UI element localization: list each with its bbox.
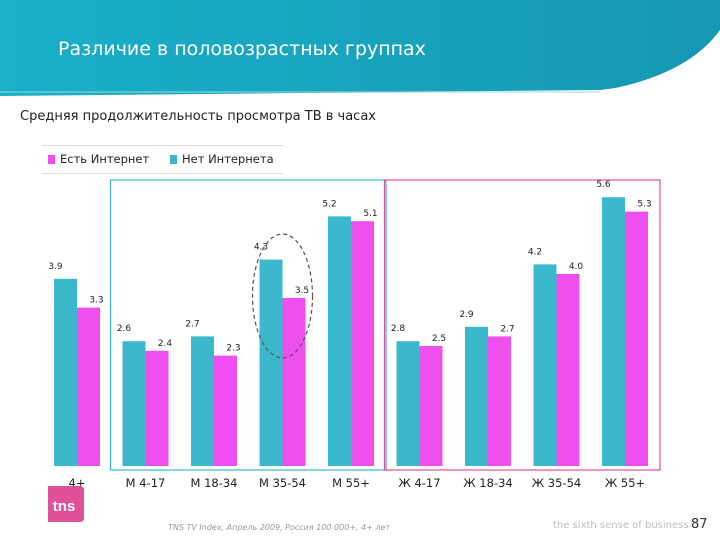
svg-text:tns: tns: [53, 498, 76, 515]
data-label-internet-4: 5.1: [363, 209, 377, 219]
x-tick-label-4: М 55+: [332, 476, 370, 490]
legend-item-internet: Есть Интернет: [48, 152, 149, 166]
bar-internet-0: [77, 307, 100, 466]
bar-no-internet-0: [54, 278, 77, 466]
bar-no-internet-6: [465, 326, 488, 466]
data-label-internet-0: 3.3: [89, 296, 103, 306]
bar-internet-8: [625, 211, 648, 466]
bar-internet-1: [145, 350, 169, 466]
legend-swatch-internet: [48, 154, 55, 164]
bar-no-internet-5: [396, 341, 420, 466]
bar-no-internet-4: [328, 216, 351, 466]
legend-label-internet: Есть Интернет: [60, 152, 150, 166]
legend-item-no-internet: Нет Интернета: [170, 152, 274, 166]
bar-internet-4: [351, 221, 374, 466]
tagline: the sixth sense of business™: [553, 520, 699, 531]
bar-internet-5: [419, 346, 443, 466]
data-label-no-internet-3: 4.3: [254, 243, 268, 253]
bar-internet-3: [282, 298, 306, 466]
tns-logo: tns: [44, 482, 88, 526]
data-label-no-internet-0: 3.9: [48, 262, 63, 272]
data-label-no-internet-7: 4.2: [528, 247, 542, 257]
data-label-no-internet-4: 5.2: [322, 199, 336, 209]
data-label-internet-8: 5.3: [637, 200, 651, 210]
data-label-internet-7: 4.0: [569, 262, 584, 272]
data-label-no-internet-2: 2.7: [185, 319, 199, 329]
x-tick-label-1: М 4-17: [126, 476, 166, 490]
chart-subtitle: Средняя продолжительность просмотра ТВ в…: [20, 109, 376, 124]
group-box-1: [383, 179, 661, 471]
x-tick-label-8: Ж 55+: [605, 476, 645, 490]
bar-no-internet-7: [533, 264, 557, 466]
data-label-no-internet-8: 5.6: [596, 180, 611, 190]
bar-internet-2: [214, 355, 237, 466]
group-box-0: [109, 179, 387, 471]
highlight-ellipse: [251, 233, 314, 359]
data-label-internet-1: 2.4: [158, 339, 173, 349]
legend-label-no-internet: Нет Интернета: [182, 152, 274, 166]
chart-legend: Есть Интернет Нет Интернета: [42, 145, 283, 174]
tns-logo-graphic: tns: [48, 486, 84, 522]
legend-swatch-no-internet: [170, 154, 177, 164]
x-tick-label-3: М 35-54: [259, 476, 306, 490]
bar-no-internet-2: [191, 336, 214, 466]
x-tick-label-5: Ж 4-17: [398, 476, 440, 490]
bar-internet-7: [556, 274, 580, 466]
page-number: 87: [691, 517, 708, 532]
source-note: TNS TV Index, Апрель 2009, Россия 100 00…: [168, 523, 391, 532]
data-label-internet-3: 3.5: [295, 286, 309, 296]
data-label-internet-6: 2.7: [500, 324, 514, 334]
bar-no-internet-1: [122, 341, 146, 466]
header-background: [0, 0, 720, 96]
data-label-internet-5: 2.5: [432, 334, 446, 344]
data-label-no-internet-5: 2.8: [391, 324, 406, 334]
data-label-internet-2: 2.3: [226, 344, 240, 354]
bar-internet-6: [488, 336, 511, 466]
bar-no-internet-8: [602, 197, 625, 466]
header-banner: Различие в половозрастных группах: [0, 0, 720, 96]
page-title: Различие в половозрастных группах: [58, 38, 426, 60]
x-tick-label-6: Ж 18-34: [463, 476, 512, 490]
x-tick-label-7: Ж 35-54: [532, 476, 581, 490]
data-label-no-internet-6: 2.9: [459, 310, 474, 320]
data-label-no-internet-1: 2.6: [117, 324, 132, 334]
bar-no-internet-3: [259, 259, 283, 466]
bar-chart: 3.93.34+2.62.4М 4-172.72.3М 18-344.33.5М…: [48, 179, 661, 490]
x-tick-label-2: М 18-34: [191, 476, 238, 490]
